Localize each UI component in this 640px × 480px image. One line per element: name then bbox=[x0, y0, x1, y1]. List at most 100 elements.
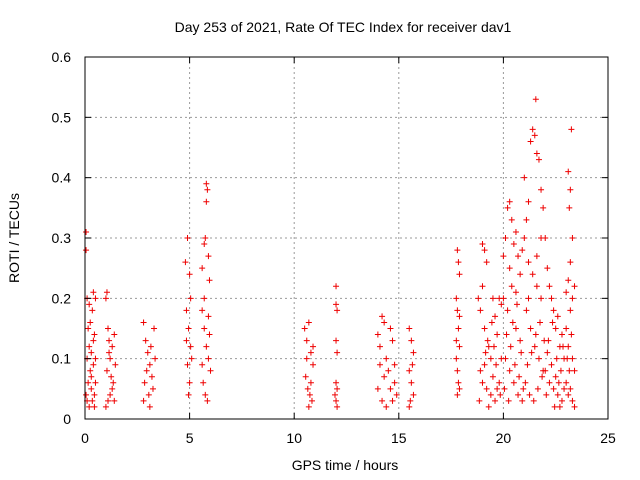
data-point bbox=[515, 391, 522, 398]
data-point bbox=[201, 295, 208, 302]
data-point bbox=[376, 343, 383, 350]
data-point bbox=[379, 313, 386, 320]
data-point bbox=[506, 265, 513, 272]
data-point bbox=[545, 337, 552, 344]
data-point bbox=[87, 319, 94, 326]
data-point bbox=[91, 331, 98, 338]
data-point bbox=[408, 337, 415, 344]
data-point bbox=[535, 156, 542, 163]
data-point bbox=[529, 126, 536, 133]
data-point bbox=[513, 301, 520, 308]
data-point bbox=[539, 373, 546, 380]
data-point bbox=[204, 186, 211, 193]
data-point bbox=[566, 204, 573, 211]
data-point bbox=[569, 355, 576, 362]
data-point bbox=[506, 367, 513, 374]
data-point bbox=[512, 228, 519, 235]
data-point bbox=[151, 325, 158, 332]
data-point bbox=[519, 247, 526, 254]
data-point bbox=[205, 355, 212, 362]
data-point bbox=[89, 397, 96, 404]
data-point bbox=[544, 265, 551, 272]
data-point bbox=[331, 391, 338, 398]
data-point bbox=[107, 391, 114, 398]
data-point bbox=[144, 349, 151, 356]
data-point bbox=[571, 367, 578, 374]
data-point bbox=[141, 379, 148, 386]
data-point bbox=[140, 397, 147, 404]
data-point bbox=[199, 265, 206, 272]
y-tick-label: 0.6 bbox=[52, 49, 72, 65]
data-point bbox=[206, 277, 213, 284]
data-point bbox=[393, 391, 400, 398]
data-point bbox=[205, 313, 212, 320]
data-point bbox=[88, 385, 95, 392]
data-point bbox=[563, 325, 570, 332]
data-point bbox=[554, 391, 561, 398]
data-point bbox=[551, 403, 558, 410]
data-point bbox=[530, 397, 537, 404]
data-point bbox=[105, 325, 112, 332]
data-point bbox=[510, 241, 517, 248]
data-point bbox=[569, 295, 576, 302]
data-point bbox=[538, 295, 545, 302]
data-point bbox=[566, 367, 573, 374]
data-point bbox=[184, 361, 191, 368]
data-point bbox=[453, 337, 460, 344]
data-point bbox=[563, 379, 570, 386]
data-point bbox=[103, 289, 110, 296]
data-point bbox=[542, 235, 549, 241]
data-point bbox=[544, 349, 551, 356]
data-point bbox=[334, 307, 341, 314]
chart-title: Day 253 of 2021, Rate Of TEC Index for r… bbox=[175, 19, 512, 35]
data-point bbox=[555, 379, 562, 386]
data-point bbox=[409, 361, 416, 368]
data-point bbox=[532, 331, 539, 338]
data-point bbox=[107, 355, 114, 362]
data-point bbox=[508, 283, 515, 290]
data-point bbox=[455, 325, 462, 332]
data-point bbox=[333, 379, 340, 386]
data-point bbox=[521, 235, 528, 241]
data-point bbox=[535, 355, 542, 362]
data-point bbox=[507, 343, 514, 350]
data-point bbox=[497, 391, 504, 398]
data-point bbox=[334, 385, 341, 392]
data-point bbox=[379, 397, 386, 404]
data-point bbox=[385, 367, 392, 374]
data-point bbox=[552, 373, 559, 380]
y-tick-label: 0.3 bbox=[52, 230, 72, 246]
data-point bbox=[307, 379, 314, 386]
data-point bbox=[518, 349, 525, 356]
data-point bbox=[477, 307, 484, 314]
data-point bbox=[494, 331, 501, 338]
data-point bbox=[456, 271, 463, 278]
data-point bbox=[304, 385, 311, 392]
data-point bbox=[568, 126, 575, 133]
data-point bbox=[333, 283, 340, 290]
data-point bbox=[485, 343, 492, 350]
y-tick-label: 0.4 bbox=[52, 170, 72, 186]
data-point bbox=[556, 403, 563, 410]
data-point bbox=[506, 198, 513, 205]
data-point bbox=[512, 289, 519, 296]
data-point bbox=[112, 361, 119, 368]
data-point bbox=[374, 385, 381, 392]
data-point bbox=[182, 259, 189, 266]
data-point bbox=[307, 349, 314, 356]
data-point bbox=[517, 271, 524, 278]
data-point bbox=[481, 247, 488, 254]
data-point bbox=[529, 271, 536, 278]
data-point bbox=[525, 259, 532, 266]
data-point bbox=[202, 235, 209, 241]
data-point bbox=[103, 367, 110, 374]
data-point bbox=[531, 132, 538, 139]
data-point bbox=[532, 96, 539, 103]
data-point bbox=[503, 331, 510, 338]
data-point bbox=[569, 235, 576, 241]
data-point bbox=[550, 307, 557, 314]
data-point bbox=[519, 397, 526, 404]
data-point bbox=[90, 361, 97, 368]
data-point bbox=[86, 301, 93, 308]
data-point bbox=[407, 397, 414, 404]
